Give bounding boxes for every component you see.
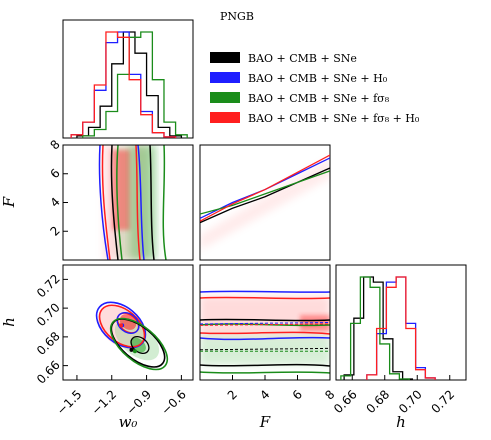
legend-swatch-1 <box>210 72 240 83</box>
legend: BAO + CMB + SNe BAO + CMB + SNe + H₀ BAO +… <box>210 52 420 125</box>
legend-swatch-0 <box>210 52 240 63</box>
legend-swatch-2 <box>210 92 240 103</box>
panel-frame-w0 <box>62 19 194 139</box>
ylabel-h: h <box>0 317 18 327</box>
hist-h-series-0 <box>343 276 414 380</box>
xtick-label-h-0: 0.66 <box>331 387 360 416</box>
FF-line-series-0 <box>200 167 330 224</box>
hist-w0-series-3 <box>70 31 177 138</box>
panel-frame-wh <box>62 264 194 381</box>
xtick-label-w0-1: −1.2 <box>89 387 120 418</box>
FF-line-series-2 <box>200 170 330 215</box>
panel-frame-FF <box>199 144 331 261</box>
legend-label-0: BAO + CMB + SNe <box>248 52 357 65</box>
wh-peak-series-2 <box>132 349 137 354</box>
Fh-mean-series-3 <box>200 323 330 326</box>
posterior-density-shading <box>95 145 330 374</box>
hist-w0-series-2 <box>82 31 188 138</box>
wh-peak-series-3 <box>119 323 124 328</box>
xtick-label-F-1: 4 <box>257 387 272 402</box>
legend-label-3: BAO + CMB + SNe + fσ₈ + H₀ <box>248 112 420 125</box>
Fh-mean-series-0 <box>200 347 330 351</box>
ytick-label-h-2: 0.70 <box>34 300 63 329</box>
xtick-label-h-2: 0.70 <box>396 387 425 416</box>
ylabel-F: F <box>0 196 18 208</box>
ytick-label-F-1: 4 <box>47 195 62 210</box>
ytick-label-h-3: 0.72 <box>34 272 63 301</box>
xtick-label-F-2: 6 <box>290 387 305 402</box>
legend-swatch-3 <box>210 112 240 123</box>
ytick-label-F-0: 2 <box>47 223 62 238</box>
xlabel-h: h <box>396 413 406 431</box>
xtick-label-h-1: 0.68 <box>363 387 392 416</box>
legend-label-2: BAO + CMB + SNe + fσ₈ <box>248 92 390 105</box>
xlabel-F: F <box>259 413 271 431</box>
Fh-mean-series-1 <box>200 322 330 325</box>
legend-label-1: BAO + CMB + SNe + H₀ <box>248 72 388 85</box>
ytick-label-h-0: 0.66 <box>34 358 63 387</box>
xlabel-w0: w₀ <box>119 413 138 431</box>
xtick-label-w0-0: −1.5 <box>54 387 85 418</box>
wh-peak-series-0 <box>129 347 134 352</box>
xtick-label-F-0: 2 <box>225 387 240 402</box>
ytick-label-h-1: 0.68 <box>34 329 63 358</box>
tick-labels: −1.5 −1.2 −0.9 −0.6 2 4 6 80.66 0.68 0.70 0.722468… <box>0 137 457 431</box>
hist-h-series-3 <box>366 276 436 380</box>
panel-frame-hh <box>335 264 467 381</box>
FF-line-series-3 <box>200 154 330 222</box>
xtick-label-F-3: 8 <box>322 387 337 402</box>
chart-marks <box>70 31 436 380</box>
ytick-label-F-2: 6 <box>47 166 62 181</box>
ytick-label-F-3: 8 <box>47 137 62 152</box>
xtick-label-w0-3: −0.6 <box>158 387 189 418</box>
xtick-label-h-3: 0.72 <box>428 387 457 416</box>
hist-h-series-2 <box>340 276 410 380</box>
figure-title: PNGB <box>220 10 254 23</box>
